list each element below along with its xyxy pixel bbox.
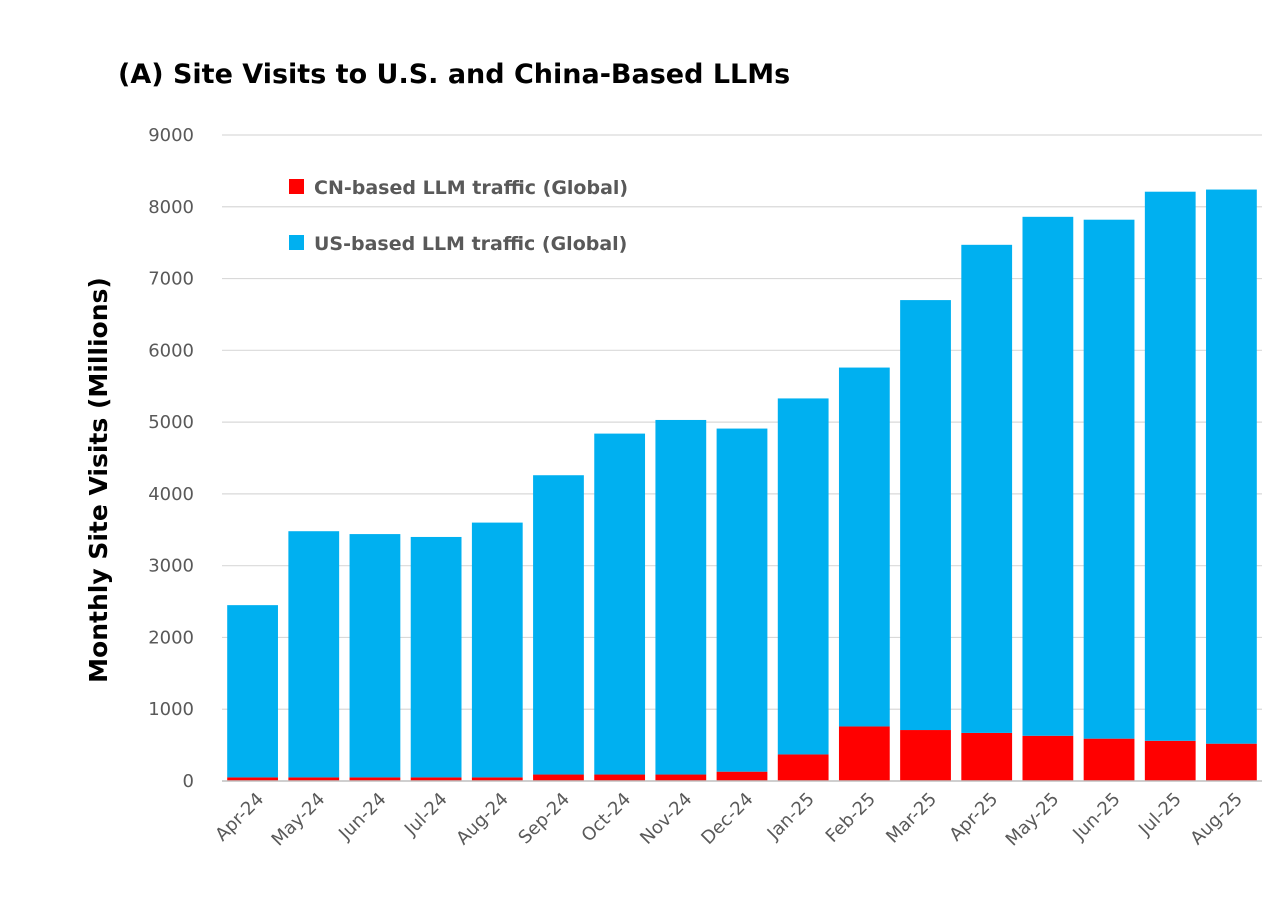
cn-bar-dec-24	[716, 771, 768, 781]
x-tick-label: Oct-24	[578, 789, 636, 847]
cn-bar-jul-24	[410, 777, 462, 781]
chart-title: (A) Site Visits to U.S. and China-Based …	[118, 59, 790, 90]
x-tick-label: Dec-24	[697, 789, 757, 849]
cn-bar-jul-25	[1144, 740, 1196, 781]
cn-bar-aug-25	[1206, 743, 1257, 781]
legend: CN-based LLM traffic (Global) US-based LL…	[289, 177, 628, 255]
us-bar-nov-24	[655, 419, 707, 775]
x-tick-label: Mar-25	[882, 789, 941, 848]
cn-bar-aug-24	[471, 777, 523, 781]
cn-legend-label: CN-based LLM traffic (Global)	[314, 177, 628, 199]
x-tick-label: Apr-25	[945, 789, 1002, 846]
us-bar-feb-25	[838, 367, 890, 727]
y-tick-label: 8000	[148, 197, 194, 218]
us-bar-oct-24	[594, 433, 646, 775]
cn-bar-nov-24	[655, 774, 707, 781]
us-bar-aug-25	[1206, 189, 1257, 744]
cn-bar-may-25	[1022, 735, 1074, 781]
y-axis-ticks: 0 1000 2000 3000 4000 5000 6000 7000 8000 9000	[148, 125, 194, 792]
us-bar-apr-24	[227, 605, 278, 778]
x-tick-label: Aug-24	[452, 789, 512, 849]
x-tick-label: Sep-24	[514, 789, 574, 849]
y-tick-label: 0	[183, 771, 194, 792]
cn-bar-apr-25	[961, 732, 1013, 781]
us-bar-jan-25	[777, 398, 829, 755]
y-tick-label: 3000	[148, 556, 194, 577]
x-tick-label: Apr-24	[211, 789, 268, 846]
cn-bar-sep-24	[533, 774, 584, 781]
us-bar-may-25	[1022, 216, 1074, 736]
us-bar-jun-25	[1083, 219, 1135, 739]
y-tick-label: 6000	[148, 340, 194, 361]
us-bar-jul-24	[410, 536, 462, 778]
cn-bar-jun-24	[349, 777, 401, 781]
x-tick-label: Aug-25	[1186, 789, 1246, 849]
us-bar-sep-24	[533, 475, 584, 775]
x-tick-label: Jun-25	[1068, 789, 1124, 845]
x-tick-label: Jul-24	[400, 789, 452, 841]
x-tick-label: Jan-25	[763, 789, 819, 845]
x-tick-label: Feb-25	[822, 789, 880, 847]
cn-bar-jan-25	[777, 754, 829, 781]
us-bar-may-24	[288, 531, 340, 778]
us-legend-swatch	[289, 235, 304, 250]
cn-bar-apr-24	[227, 777, 278, 781]
y-axis-label: Monthly Site Visits (Millions)	[84, 277, 113, 683]
x-tick-label: Jul-25	[1134, 789, 1186, 841]
x-axis-ticks: Apr-24 May-24 Jun-24 Jul-24 Aug-24 Sep-24 Oct-…	[211, 789, 1247, 851]
y-tick-label: 4000	[148, 484, 194, 505]
us-legend-label: US-based LLM traffic (Global)	[314, 233, 627, 255]
x-tick-label: Nov-24	[636, 789, 696, 849]
us-bar-jul-25	[1144, 191, 1196, 741]
y-tick-label: 1000	[148, 699, 194, 720]
us-bar-mar-25	[900, 300, 951, 731]
bars	[227, 189, 1257, 781]
cn-bar-may-24	[288, 777, 340, 781]
x-tick-label: May-24	[268, 789, 330, 851]
y-tick-label: 7000	[148, 269, 194, 290]
cn-legend-swatch	[289, 179, 304, 194]
x-tick-label: Jun-24	[334, 789, 390, 845]
us-bar-apr-25	[961, 244, 1013, 733]
y-tick-label: 2000	[148, 627, 194, 648]
cn-bar-jun-25	[1083, 738, 1135, 781]
us-bar-dec-24	[716, 428, 768, 772]
y-tick-label: 5000	[148, 412, 194, 433]
cn-bar-feb-25	[838, 726, 890, 781]
y-tick-label: 9000	[148, 125, 194, 146]
cn-bar-oct-24	[594, 774, 646, 781]
cn-bar-mar-25	[900, 730, 951, 781]
us-bar-aug-24	[471, 522, 523, 778]
x-tick-label: May-25	[1002, 789, 1064, 851]
us-bar-jun-24	[349, 534, 401, 778]
